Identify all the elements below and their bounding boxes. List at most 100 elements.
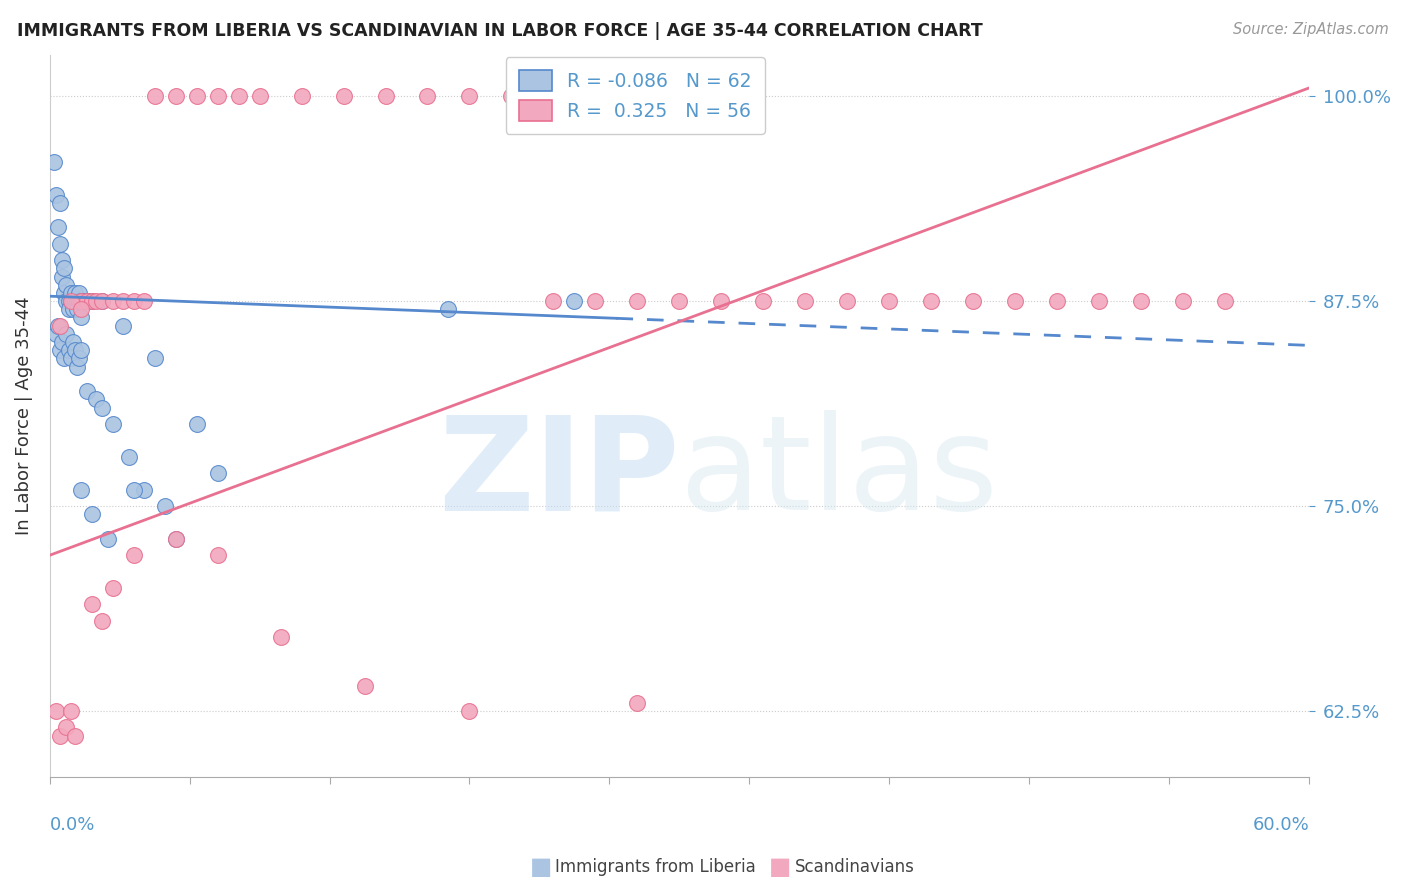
Point	[80, 508, 103, 522]
Point	[59, 294, 82, 309]
Point	[249, 89, 271, 103]
Point	[45, 704, 67, 718]
Point	[59, 285, 82, 300]
Point	[70, 294, 93, 309]
Point	[332, 89, 354, 103]
Point	[101, 294, 124, 309]
Point	[1130, 294, 1153, 309]
Y-axis label: In Labor Force | Age 35-44: In Labor Force | Age 35-44	[15, 296, 32, 535]
Point	[49, 318, 72, 333]
Point	[49, 343, 72, 358]
Point	[75, 294, 97, 309]
Point	[58, 294, 80, 309]
Text: atlas: atlas	[679, 410, 998, 537]
Point	[80, 294, 103, 309]
Point	[122, 483, 145, 497]
Point	[626, 696, 648, 710]
Point	[67, 294, 90, 309]
Point	[416, 89, 439, 103]
Point	[270, 630, 292, 644]
Point	[55, 721, 77, 735]
Point	[134, 294, 156, 309]
Point	[53, 285, 76, 300]
Point	[752, 294, 775, 309]
Point	[143, 89, 166, 103]
Text: ZIP: ZIP	[437, 410, 679, 537]
Point	[67, 351, 90, 366]
Point	[290, 89, 312, 103]
Point	[58, 343, 80, 358]
Point	[564, 294, 586, 309]
Point	[49, 236, 72, 251]
Point	[879, 294, 901, 309]
Point	[458, 89, 481, 103]
Point	[1004, 294, 1026, 309]
Point	[374, 89, 396, 103]
Point	[962, 294, 984, 309]
Point	[66, 294, 89, 309]
Point	[70, 483, 93, 497]
Point	[143, 351, 166, 366]
Point	[165, 89, 187, 103]
Point	[70, 302, 93, 317]
Point	[353, 680, 375, 694]
Point	[45, 326, 67, 341]
Point	[458, 704, 481, 718]
Point	[97, 532, 120, 546]
Point	[186, 417, 208, 431]
Point	[543, 294, 565, 309]
Point	[51, 335, 73, 350]
Point	[1213, 294, 1236, 309]
Point	[53, 261, 76, 276]
Point	[91, 294, 114, 309]
Point	[84, 392, 107, 407]
Point	[153, 499, 176, 513]
Point	[112, 294, 135, 309]
Point	[63, 343, 86, 358]
Point	[101, 417, 124, 431]
Point	[67, 285, 90, 300]
Point	[228, 89, 250, 103]
Point	[207, 548, 229, 562]
Point	[62, 302, 84, 317]
Text: Source: ZipAtlas.com: Source: ZipAtlas.com	[1233, 22, 1389, 37]
Point	[45, 187, 67, 202]
Point	[207, 467, 229, 481]
Point	[165, 532, 187, 546]
Point	[49, 195, 72, 210]
Text: 0.0%: 0.0%	[49, 816, 96, 834]
Point	[76, 294, 98, 309]
Point	[710, 294, 733, 309]
Point	[91, 294, 114, 309]
Point	[80, 598, 103, 612]
Point	[76, 294, 98, 309]
Point	[76, 384, 98, 399]
Point	[207, 89, 229, 103]
Point	[63, 294, 86, 309]
Point	[46, 318, 69, 333]
Point	[51, 269, 73, 284]
Point	[920, 294, 942, 309]
Point	[55, 326, 77, 341]
Point	[118, 450, 141, 464]
Point	[186, 89, 208, 103]
Point	[66, 302, 89, 317]
Point	[49, 729, 72, 743]
Point	[112, 318, 135, 333]
Point	[59, 704, 82, 718]
Point	[837, 294, 859, 309]
Point	[70, 343, 93, 358]
Point	[79, 294, 101, 309]
Point	[59, 351, 82, 366]
Text: IMMIGRANTS FROM LIBERIA VS SCANDINAVIAN IN LABOR FORCE | AGE 35-44 CORRELATION C: IMMIGRANTS FROM LIBERIA VS SCANDINAVIAN …	[17, 22, 983, 40]
Point	[91, 401, 114, 415]
Point	[59, 294, 82, 309]
Point	[437, 302, 460, 317]
Legend: R = -0.086   N = 62, R =  0.325   N = 56: R = -0.086 N = 62, R = 0.325 N = 56	[506, 57, 765, 134]
Point	[80, 294, 103, 309]
Point	[58, 302, 80, 317]
Point	[626, 294, 648, 309]
Point	[101, 581, 124, 595]
Point	[70, 310, 93, 325]
Point	[62, 294, 84, 309]
